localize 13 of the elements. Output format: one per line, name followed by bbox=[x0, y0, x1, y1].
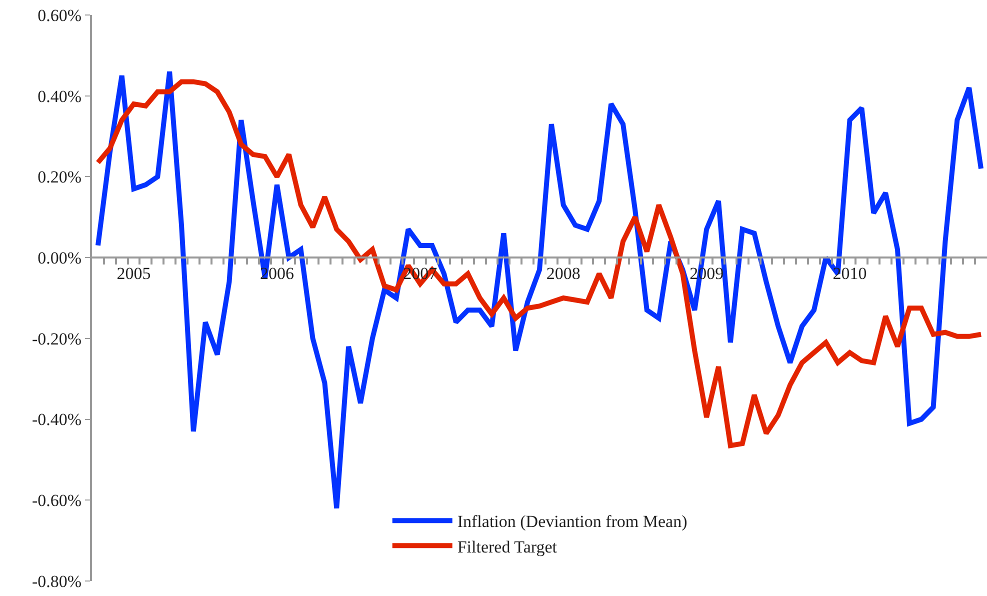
legend-label: Filtered Target bbox=[457, 537, 558, 556]
legend-label: Inflation (Deviantion from Mean) bbox=[457, 512, 688, 532]
x-tick-label: 2008 bbox=[546, 264, 580, 283]
y-tick-label: 0.60% bbox=[38, 6, 82, 25]
x-tick-label: 2010 bbox=[832, 264, 867, 283]
x-tick-label: 2005 bbox=[116, 264, 151, 283]
y-tick-label: -0.20% bbox=[32, 329, 82, 348]
y-tick-label: -0.60% bbox=[32, 491, 82, 510]
y-tick-label: 0.40% bbox=[38, 86, 82, 106]
y-tick-label: -0.40% bbox=[32, 410, 82, 430]
y-tick-label: 0.20% bbox=[38, 168, 82, 187]
y-tick-label: 0.00% bbox=[38, 248, 82, 268]
y-tick-label: -0.80% bbox=[32, 572, 82, 591]
